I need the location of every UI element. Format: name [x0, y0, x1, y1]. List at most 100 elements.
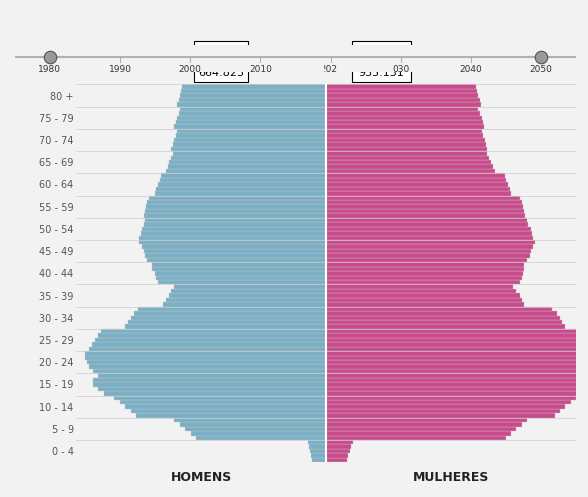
Bar — [326, 373, 588, 378]
Bar — [326, 280, 520, 284]
Bar — [171, 147, 326, 151]
Bar — [326, 360, 588, 364]
Bar — [326, 444, 351, 449]
Bar — [120, 400, 326, 405]
Bar — [136, 414, 326, 418]
Bar — [326, 387, 588, 391]
Bar — [171, 289, 326, 293]
Bar — [166, 298, 326, 302]
Bar — [326, 218, 527, 222]
Bar — [326, 222, 529, 227]
Bar — [174, 138, 326, 142]
Bar — [326, 409, 560, 414]
Bar — [142, 227, 326, 231]
Bar — [149, 196, 326, 200]
Bar — [326, 120, 483, 124]
Bar — [326, 275, 522, 280]
Bar — [179, 111, 326, 116]
Bar — [326, 142, 486, 147]
Bar — [144, 249, 326, 253]
Bar — [191, 431, 326, 435]
Bar — [326, 422, 522, 426]
Bar — [326, 435, 506, 440]
Bar — [87, 360, 326, 364]
Bar — [173, 151, 326, 156]
Bar — [326, 351, 588, 355]
Bar — [326, 156, 489, 160]
Bar — [144, 222, 326, 227]
Bar — [142, 245, 326, 249]
Bar — [158, 182, 326, 187]
Bar — [326, 320, 562, 325]
Bar — [326, 325, 566, 329]
Bar — [326, 178, 506, 182]
Bar — [155, 191, 326, 196]
Bar — [326, 391, 587, 396]
Bar — [85, 351, 326, 355]
Bar — [180, 422, 326, 426]
Bar — [168, 165, 326, 169]
Text: Homens
79 anos
664.823: Homens 79 anos 664.823 — [198, 45, 245, 78]
Bar — [139, 236, 326, 240]
Bar — [125, 405, 326, 409]
Text: 2050: 2050 — [530, 65, 553, 74]
Bar — [326, 245, 533, 249]
Bar — [326, 418, 527, 422]
Bar — [326, 200, 522, 204]
Bar — [326, 355, 588, 360]
Bar — [326, 311, 557, 316]
Bar — [326, 400, 571, 405]
Bar — [156, 187, 326, 191]
Bar — [103, 391, 326, 396]
Text: Mulheres
79 anos
935.131: Mulheres 79 anos 935.131 — [356, 45, 407, 78]
Bar — [326, 364, 588, 369]
Bar — [326, 382, 588, 387]
Bar — [326, 98, 480, 102]
Bar — [326, 342, 588, 347]
Bar — [180, 107, 326, 111]
Bar — [310, 449, 326, 453]
Bar — [326, 338, 588, 342]
Bar — [178, 129, 326, 133]
Bar — [89, 347, 326, 351]
Bar — [174, 418, 326, 422]
Bar — [152, 262, 326, 267]
Bar — [326, 329, 588, 333]
Bar — [326, 124, 484, 129]
Bar — [182, 84, 326, 89]
Bar — [131, 409, 326, 414]
Bar — [326, 93, 479, 98]
Bar — [181, 89, 326, 93]
Bar — [326, 182, 508, 187]
Bar — [134, 311, 326, 316]
Bar — [176, 120, 326, 124]
Text: 2000: 2000 — [179, 65, 202, 74]
Bar — [98, 333, 326, 338]
Bar — [98, 387, 326, 391]
Bar — [92, 342, 326, 347]
Bar — [326, 449, 350, 453]
Bar — [326, 116, 482, 120]
Bar — [326, 333, 588, 338]
Bar — [128, 320, 326, 325]
Bar — [179, 98, 326, 102]
Bar — [326, 414, 554, 418]
Bar — [160, 178, 326, 182]
Bar — [85, 355, 326, 360]
Bar — [326, 405, 566, 409]
Bar — [326, 231, 532, 236]
Bar — [326, 107, 479, 111]
Bar — [326, 240, 535, 245]
Bar — [144, 213, 326, 218]
Bar — [98, 373, 326, 378]
Text: 1980: 1980 — [38, 65, 61, 74]
Bar — [326, 169, 495, 173]
Bar — [326, 458, 347, 462]
Bar — [326, 431, 511, 435]
Bar — [326, 440, 353, 444]
Bar — [138, 307, 326, 311]
Text: 2010: 2010 — [249, 65, 272, 74]
Bar — [326, 209, 524, 213]
Bar — [326, 191, 511, 196]
Bar — [158, 280, 326, 284]
